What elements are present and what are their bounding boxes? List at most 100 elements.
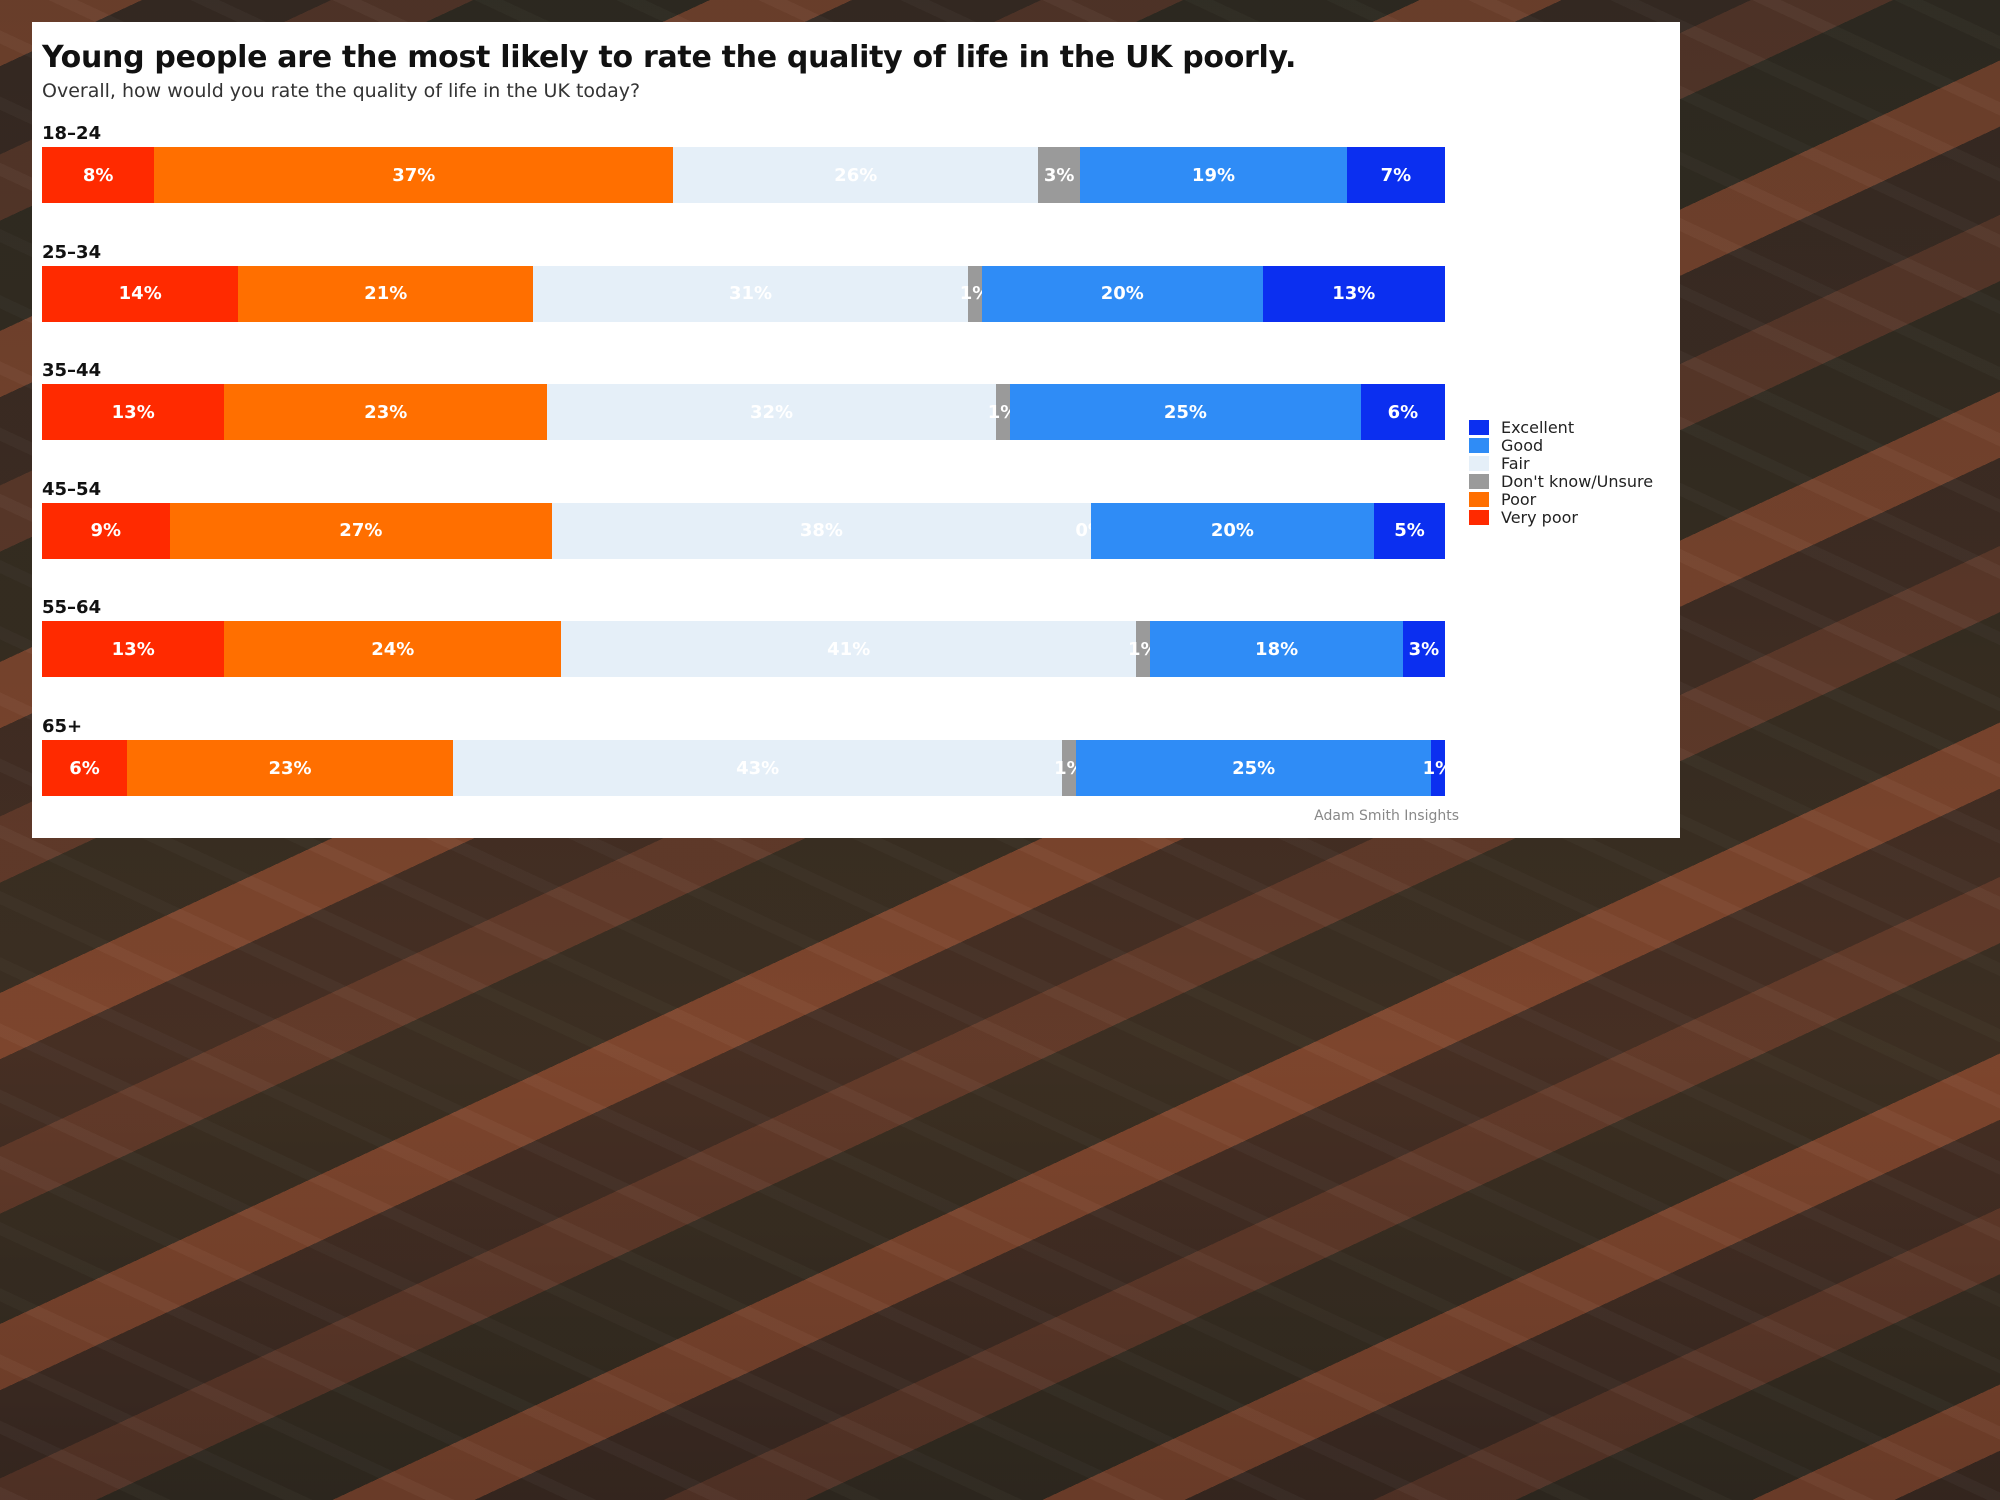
bar-segment: 23% [224, 384, 548, 441]
data-label: 41% [827, 638, 871, 660]
category-label: 55–64 [42, 597, 102, 619]
category-label: 65+ [42, 716, 83, 737]
data-label: 23% [364, 401, 408, 423]
legend-item: Excellent [1469, 417, 1653, 437]
data-label: 25% [1163, 401, 1207, 423]
data-label: 8% [82, 164, 114, 186]
data-label: 5% [1394, 520, 1425, 542]
bar-segment: 6% [42, 740, 128, 796]
data-label: 18% [1255, 638, 1299, 660]
data-label: 38% [799, 520, 843, 542]
data-label: 20% [1100, 283, 1144, 305]
legend-swatch [1469, 455, 1489, 471]
bar-segment: 3% [1038, 147, 1081, 203]
bar-segment: 32% [547, 384, 997, 441]
bar-segment: 26% [673, 147, 1039, 203]
legend-label: Very poor [1501, 507, 1578, 527]
legend: Excellent Good Fair Don't know/Unsure Poor Ve… [1469, 417, 1654, 527]
data-label: 9% [90, 520, 122, 542]
bar-segment: 7% [1346, 147, 1445, 203]
bar-segment: 1% [1054, 740, 1085, 796]
data-label: 37% [392, 164, 436, 186]
legend-item: Fair [1469, 453, 1653, 473]
bar-segment: 13% [42, 621, 225, 678]
legend-label: Poor [1501, 489, 1537, 509]
source-credit: Adam Smith Insights [1314, 808, 1459, 824]
bar-segment: 24% [224, 621, 562, 678]
data-label: 32% [749, 401, 794, 423]
category-label: 45–54 [42, 478, 102, 500]
category-label: 35–44 [42, 360, 102, 382]
stacked-bar: 9%27%38%0%20%5% [42, 502, 1445, 559]
legend-item: Very poor [1469, 507, 1653, 527]
data-label: 25% [1232, 757, 1276, 779]
bar-segment: 13% [42, 384, 225, 441]
data-label: 19% [1191, 164, 1236, 186]
category-label: 25–34 [42, 241, 102, 263]
legend-swatch [1469, 437, 1489, 453]
data-label: 31% [728, 283, 773, 305]
bar-segment: 23% [127, 740, 453, 796]
bar-segment: 14% [42, 265, 239, 322]
data-label: 6% [1387, 401, 1419, 423]
legend-label: Fair [1501, 453, 1530, 473]
bar-segment: 25% [1076, 740, 1431, 796]
legend-swatch [1469, 491, 1489, 507]
stacked-bar: 13% 24% 41% 1% 18% 3% [42, 621, 1445, 678]
data-label: 26% [834, 164, 878, 186]
data-label: 21% [364, 283, 408, 305]
bar-segment: 8% [42, 147, 155, 203]
data-label: 13% [111, 401, 155, 423]
bar-segment: 20% [1090, 502, 1375, 559]
bar-segment: 38% [552, 502, 1091, 559]
legend-swatch [1469, 419, 1489, 435]
bar-segment: 20% [981, 265, 1263, 322]
bar-segment: 5% [1374, 502, 1445, 559]
data-label: 7% [1380, 164, 1412, 186]
bar-segment: 31% [533, 265, 968, 322]
bar-segment: 1% [960, 265, 990, 322]
data-label: 24% [371, 638, 415, 660]
bar-segment: 13% [1262, 265, 1445, 322]
data-label: 13% [111, 638, 155, 660]
bar-segment: 1% [1423, 740, 1453, 796]
bar-segment: 41% [561, 621, 1137, 678]
data-label: 43% [736, 757, 780, 779]
legend-swatch [1469, 473, 1489, 489]
bar-segment: 6% [1360, 384, 1445, 441]
legend-swatch [1469, 509, 1489, 525]
legend-label: Good [1501, 435, 1544, 455]
data-label: 1% [1422, 757, 1454, 779]
stacked-bar: 6% 23% 43% 1% 25% 1% [42, 740, 1453, 796]
bar-segment: 1% [1128, 621, 1159, 678]
bar-segment: 37% [154, 147, 674, 203]
bar-segment: 1% [988, 384, 1018, 441]
data-label: 13% [1332, 283, 1376, 305]
legend-item: Don't know/Unsure [1469, 471, 1654, 491]
bar-segment: 27% [169, 502, 553, 559]
data-label: 3% [1408, 638, 1440, 660]
legend-label: Excellent [1501, 417, 1575, 437]
category-label: 18–24 [42, 123, 102, 144]
bar-segment: 43% [452, 740, 1063, 796]
chart-subtitle: Overall, how would you rate the quality … [42, 80, 641, 102]
data-label: 23% [268, 757, 312, 779]
data-label: 20% [1210, 520, 1254, 542]
stacked-bar: 13% 23% 32% 1% 25% 6% [42, 384, 1445, 441]
data-label: 27% [339, 520, 383, 542]
bar-segment: 21% [238, 265, 534, 322]
stacked-bar: 14% 21% 31% 1% 20% 13% [42, 265, 1445, 322]
bar-segment: 3% [1402, 621, 1445, 678]
bar-segment: 25% [1010, 384, 1361, 441]
data-label: 6% [69, 757, 100, 779]
data-label: 3% [1043, 164, 1075, 186]
stacked-bar: 8% 37% 26% 3% 19% 7% [42, 147, 1445, 203]
chart-title: Young people are the most likely to rate… [42, 40, 1297, 75]
legend-item: Good [1469, 435, 1653, 455]
data-label: 14% [118, 283, 162, 305]
chart-panel: Young people are the most likely to rate… [32, 22, 1680, 838]
legend-label: Don't know/Unsure [1501, 471, 1654, 491]
bar-segment: 18% [1150, 621, 1403, 678]
bar-segment: 19% [1080, 147, 1347, 203]
legend-item: Poor [1469, 489, 1653, 509]
